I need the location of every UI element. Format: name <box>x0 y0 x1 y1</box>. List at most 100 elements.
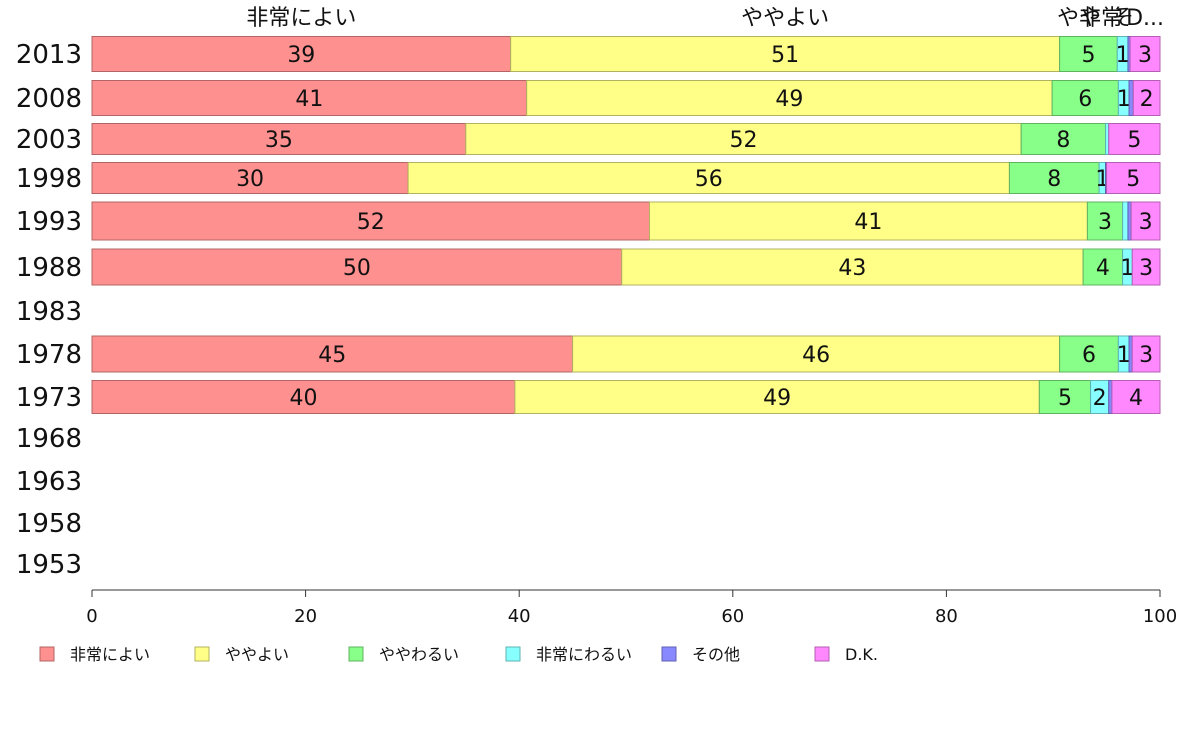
column-header: やや <box>1057 6 1101 31</box>
bar-segment <box>1020 123 1107 155</box>
bar-segment <box>514 380 1040 414</box>
column-header: 非常によい <box>246 6 356 31</box>
data-label: 1 <box>1120 256 1134 281</box>
x-tick-label: 0 <box>86 606 97 627</box>
data-label: 41 <box>854 210 882 235</box>
data-label: 3 <box>1138 43 1152 68</box>
legend-label: 非常によい <box>70 645 150 664</box>
data-label: 51 <box>771 43 799 68</box>
legend-swatch <box>194 646 210 662</box>
bar-segment <box>91 80 528 116</box>
bar-segment <box>465 123 1022 155</box>
data-label: 56 <box>695 167 723 192</box>
data-label: 43 <box>838 256 866 281</box>
x-tick-label: 40 <box>508 606 531 627</box>
bar-segment <box>1082 248 1124 286</box>
column-header: ややよい <box>741 6 829 31</box>
bar-segment <box>1108 123 1161 155</box>
data-label: 40 <box>289 386 317 411</box>
data-label: 5 <box>1058 386 1072 411</box>
category-label: 1983 <box>16 297 82 327</box>
data-label: 8 <box>1047 167 1061 192</box>
category-label: 1978 <box>16 340 82 370</box>
bar-segment <box>648 201 1088 241</box>
data-label: 41 <box>295 87 323 112</box>
bar-segment <box>1131 248 1161 286</box>
category-label: 1963 <box>16 467 82 497</box>
bar-segment <box>1059 36 1118 72</box>
data-label: 8 <box>1056 128 1070 153</box>
data-label: 3 <box>1139 210 1153 235</box>
data-label: 5 <box>1126 167 1140 192</box>
category-label: 2008 <box>16 84 82 114</box>
legend-label: 非常にわるい <box>536 645 632 664</box>
data-label: 6 <box>1078 87 1092 112</box>
column-header: D... <box>1126 6 1164 31</box>
bar-segment <box>1122 201 1129 241</box>
category-label: 1968 <box>16 424 82 454</box>
category-label: 1998 <box>16 164 82 194</box>
bar-segment <box>91 248 623 286</box>
bar-segment <box>526 80 1053 116</box>
bar-segment <box>1130 201 1161 241</box>
bar-segment <box>91 380 516 414</box>
data-label: 45 <box>318 343 346 368</box>
data-label: 52 <box>357 210 385 235</box>
data-label: 3 <box>1098 210 1112 235</box>
data-label: 2 <box>1093 386 1107 411</box>
legend-label: ややよい <box>225 645 289 664</box>
legend-label: D.K. <box>845 645 878 664</box>
category-label: 1993 <box>16 207 82 237</box>
column-header: 非常 <box>1079 6 1123 31</box>
bar-segment <box>407 162 1010 194</box>
data-label: 50 <box>343 256 371 281</box>
data-label: 4 <box>1129 386 1143 411</box>
data-label: 49 <box>775 87 803 112</box>
category-label: 1988 <box>16 253 82 283</box>
bar-segment <box>91 335 574 373</box>
x-tick-label: 60 <box>721 606 744 627</box>
bar-segment <box>1008 162 1100 194</box>
data-label: 49 <box>763 386 791 411</box>
legend-swatch <box>348 646 364 662</box>
data-label: 5 <box>1127 128 1141 153</box>
bar-segment <box>1086 201 1124 241</box>
x-tick-label: 100 <box>1143 606 1177 627</box>
legend-swatch <box>814 646 830 662</box>
category-label: 1958 <box>16 509 82 539</box>
data-label: 1 <box>1117 343 1131 368</box>
x-tick-label: 80 <box>935 606 958 627</box>
data-label: 2 <box>1140 87 1154 112</box>
category-label: 2013 <box>16 40 82 70</box>
bar-segment <box>621 248 1084 286</box>
bar-segment <box>1131 335 1161 373</box>
bar-segment <box>510 36 1061 72</box>
data-label: 30 <box>236 167 264 192</box>
legend-swatch <box>661 646 677 662</box>
data-label: 39 <box>287 43 315 68</box>
bar-segment <box>91 36 512 72</box>
data-label: 3 <box>1139 256 1153 281</box>
bar-segment <box>1111 380 1161 414</box>
bar-segment <box>1128 80 1134 116</box>
data-label: 35 <box>265 128 293 153</box>
legend-swatch <box>505 646 521 662</box>
bar-segment <box>91 201 650 241</box>
bar-segment <box>1129 36 1161 72</box>
data-label: 1 <box>1117 87 1131 112</box>
data-label: 4 <box>1096 256 1110 281</box>
data-label: 1 <box>1116 43 1130 68</box>
category-label: 1973 <box>16 383 82 413</box>
category-label: 1953 <box>16 550 82 580</box>
legend-label: その他 <box>692 645 740 664</box>
bar-segment <box>1051 80 1119 116</box>
bar-segment <box>1132 80 1161 116</box>
x-tick-label: 20 <box>294 606 317 627</box>
data-label: 52 <box>729 128 757 153</box>
data-label: 6 <box>1082 343 1096 368</box>
category-label: 2003 <box>16 125 82 155</box>
legend-swatch <box>39 646 55 662</box>
bar-segment <box>1059 335 1119 373</box>
bar-segment <box>572 335 1061 373</box>
